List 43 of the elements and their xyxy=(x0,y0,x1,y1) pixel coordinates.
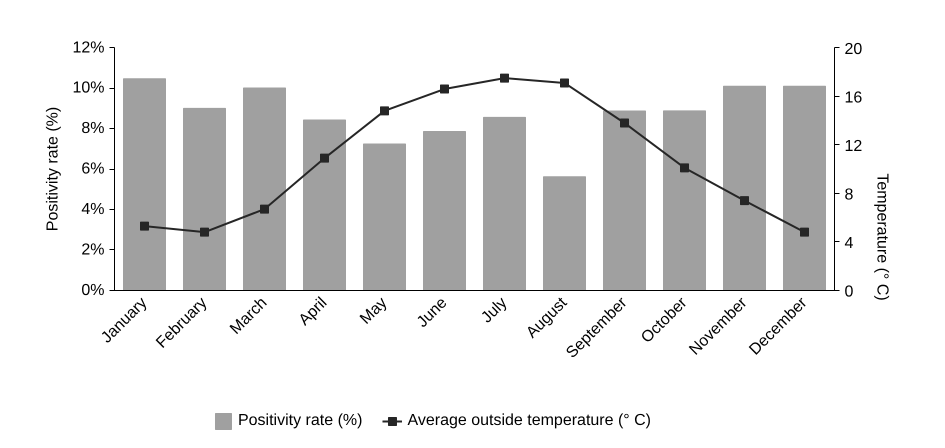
point xyxy=(440,84,449,94)
point xyxy=(140,222,149,231)
bar xyxy=(723,86,766,291)
bar xyxy=(243,88,286,291)
bar xyxy=(303,119,346,291)
y-tick-label: 8% xyxy=(81,120,104,138)
y-tick-label: 6% xyxy=(81,160,104,178)
y2-tick-label: 20 xyxy=(844,40,862,58)
bar xyxy=(603,110,646,291)
bar xyxy=(663,110,706,291)
y-tick-label: 0% xyxy=(81,282,104,299)
point xyxy=(200,228,209,237)
legend-label: Positivity rate (%) xyxy=(238,412,362,430)
point xyxy=(680,163,689,172)
y2-tick-label: 8 xyxy=(844,186,854,204)
bar xyxy=(183,108,226,291)
y-tick-label: 10% xyxy=(72,80,105,97)
point xyxy=(560,78,569,88)
y2-tick-label: 12 xyxy=(844,138,862,155)
legend-label: Average outside temperature (° C) xyxy=(407,412,652,430)
point xyxy=(320,154,329,163)
y-tick-label: 12% xyxy=(72,39,105,56)
y2-tick-label: 16 xyxy=(844,89,862,106)
point xyxy=(800,228,809,237)
y2-axis-title: Temperature (° C) xyxy=(873,173,890,301)
x-tick-label: May xyxy=(357,294,391,328)
bar xyxy=(543,176,586,291)
point xyxy=(500,74,509,83)
y-axis-title: Positivity rate (%) xyxy=(44,106,62,232)
bar xyxy=(123,78,166,291)
y-tick-label: 2% xyxy=(81,241,104,258)
y-tick-label: 4% xyxy=(81,201,104,218)
bar xyxy=(483,116,526,291)
point xyxy=(740,196,749,206)
bar xyxy=(363,144,406,291)
y2-tick-label: 4 xyxy=(844,234,854,252)
x-tick-label: July xyxy=(478,294,511,326)
bar xyxy=(783,86,826,291)
point xyxy=(260,204,269,214)
bar xyxy=(423,130,466,291)
point xyxy=(380,106,389,116)
y2-tick-label: 0 xyxy=(844,283,854,300)
point xyxy=(620,118,629,128)
